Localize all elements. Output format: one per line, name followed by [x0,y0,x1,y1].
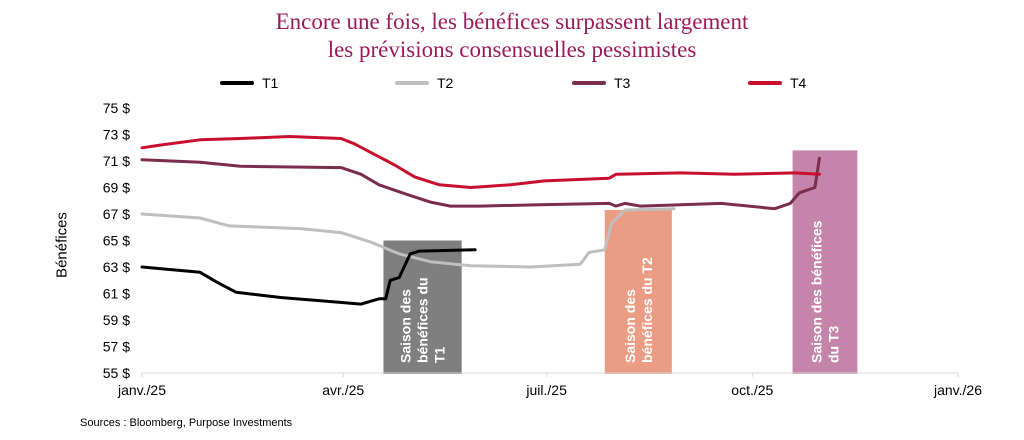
y-tick-label: 69 $ [103,180,130,196]
y-tick-label: 71 $ [103,153,130,169]
y-tick-label: 65 $ [103,233,130,249]
earnings-season-label-1: Saison desbénéfices duT1 [398,277,448,363]
legend-swatch-t2 [395,81,429,85]
legend-label-t1: T1 [262,75,279,91]
earnings-season-label-2: Saison desbénéfices du T2 [622,257,655,363]
y-tick-label: 63 $ [103,259,130,275]
legend-item-t1: T1 [220,75,278,91]
x-tick-label: oct./25 [731,382,773,398]
source-note: Sources : Bloomberg, Purpose Investments [80,417,293,429]
y-tick-label: 55 $ [103,365,130,381]
legend-item-t4: T4 [748,75,806,91]
legend-label-t2: T2 [437,75,454,91]
series-line-t4 [140,135,821,189]
chart-title-line-2: les prévisions consensuelles pessimistes [327,37,697,62]
chart-title: Encore une fois, les bénéfices surpassen… [0,8,1024,64]
series-line-t1 [140,248,477,306]
series-line-t3 [140,156,821,211]
y-tick-label: 59 $ [103,312,130,328]
chart-title-line-1: Encore une fois, les bénéfices surpassen… [275,9,749,34]
series-line-t2 [140,207,676,269]
x-tick-label: juil./25 [525,382,567,398]
legend-item-t2: T2 [395,75,453,91]
y-tick-label: 73 $ [103,127,130,143]
y-tick-label: 75 $ [103,100,130,116]
x-tick-label: janv./25 [117,382,166,398]
earnings-season-label-3: Saison des bénéficesdu T3 [808,220,841,363]
y-tick-label: 57 $ [103,339,130,355]
legend-swatch-t3 [572,81,606,85]
legend-label-t3: T3 [614,75,631,91]
legend-swatch-t1 [220,81,254,85]
y-tick-label: 67 $ [103,206,130,222]
earnings-season-box-2 [604,210,672,374]
legend-swatch-t4 [748,81,782,85]
legend-label-t4: T4 [790,75,807,91]
x-tick-label: avr./25 [322,382,364,398]
legend-item-t3: T3 [572,75,630,91]
y-tick-label: 61 $ [103,286,130,302]
x-tick-label: janv./26 [933,382,982,398]
earnings-season-box-3 [792,150,858,374]
